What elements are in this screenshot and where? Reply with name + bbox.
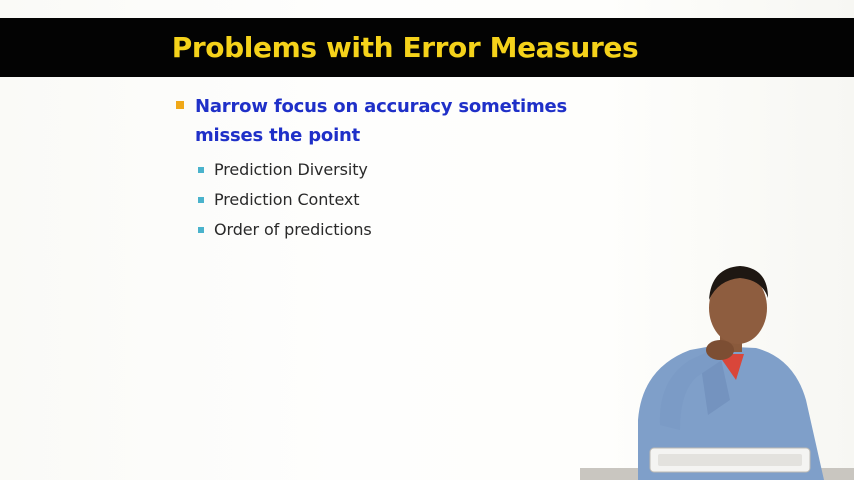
presenter-head [709,272,767,344]
presenter-hand [706,340,734,360]
bullet-list: Narrow focus on accuracy sometimes misse… [176,92,606,245]
sub-bullet-list: Prediction Diversity Prediction Context … [176,155,606,245]
presenter-arm [659,346,729,430]
desk-device-screen [658,454,802,466]
sub-bullet-text: Prediction Context [214,190,360,209]
slide-title: Problems with Error Measures [0,18,854,77]
title-bar: Problems with Error Measures [0,18,854,77]
sub-bullet-text: Order of predictions [214,220,372,239]
sub-bullet-text: Prediction Diversity [214,160,368,179]
presenter-video [580,250,854,480]
presenter-undershirt [718,354,744,380]
slide-title-text: Problems with Error Measures [171,31,639,64]
sub-bullet-item: Prediction Context [198,185,606,215]
square-bullet-icon [198,227,204,233]
bullet-item-1-text: Narrow focus on accuracy sometimes misse… [195,96,568,146]
bullet-item-1: Narrow focus on accuracy sometimes misse… [176,92,606,150]
square-bullet-icon [176,101,184,109]
square-bullet-icon [198,167,204,173]
square-bullet-icon [198,197,204,203]
presenter-hair [709,266,768,300]
sub-bullet-item: Order of predictions [198,215,606,245]
sub-bullet-item: Prediction Diversity [198,155,606,185]
presenter-figure-icon [580,266,854,480]
